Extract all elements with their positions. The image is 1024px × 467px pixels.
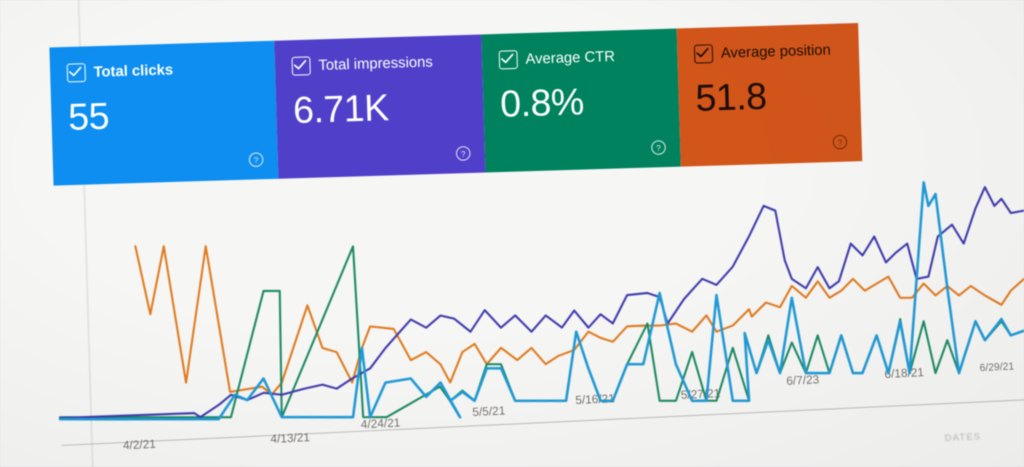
svg-text:?: ? [838,138,843,147]
svg-text:?: ? [656,144,661,153]
svg-text:?: ? [254,156,259,165]
svg-text:?: ? [461,150,466,159]
